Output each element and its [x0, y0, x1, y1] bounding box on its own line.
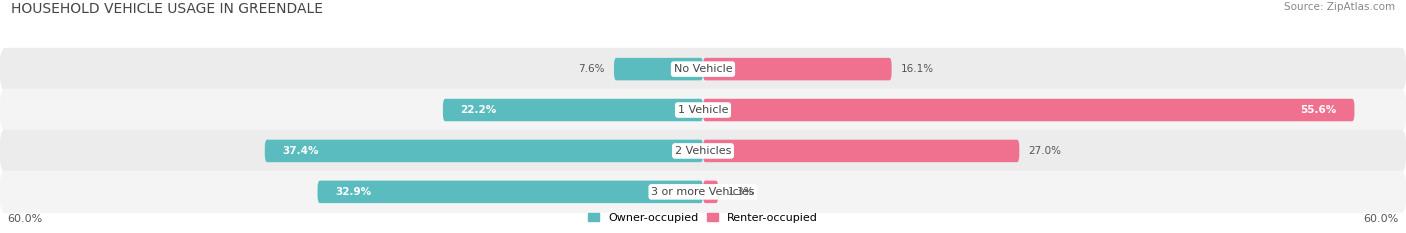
FancyBboxPatch shape	[0, 48, 1406, 90]
FancyBboxPatch shape	[443, 99, 703, 121]
FancyBboxPatch shape	[0, 130, 1406, 172]
Text: Source: ZipAtlas.com: Source: ZipAtlas.com	[1284, 2, 1395, 12]
Text: 16.1%: 16.1%	[901, 64, 934, 74]
Text: 55.6%: 55.6%	[1301, 105, 1337, 115]
Text: HOUSEHOLD VEHICLE USAGE IN GREENDALE: HOUSEHOLD VEHICLE USAGE IN GREENDALE	[11, 2, 323, 16]
FancyBboxPatch shape	[264, 140, 703, 162]
FancyBboxPatch shape	[318, 181, 703, 203]
FancyBboxPatch shape	[703, 181, 718, 203]
FancyBboxPatch shape	[703, 140, 1019, 162]
Text: 3 or more Vehicles: 3 or more Vehicles	[651, 187, 755, 197]
Text: No Vehicle: No Vehicle	[673, 64, 733, 74]
Text: 7.6%: 7.6%	[578, 64, 605, 74]
Text: 60.0%: 60.0%	[1364, 214, 1399, 224]
FancyBboxPatch shape	[703, 99, 1354, 121]
Text: 1.3%: 1.3%	[728, 187, 754, 197]
FancyBboxPatch shape	[614, 58, 703, 80]
Text: 1 Vehicle: 1 Vehicle	[678, 105, 728, 115]
Text: 32.9%: 32.9%	[335, 187, 371, 197]
FancyBboxPatch shape	[703, 58, 891, 80]
Text: 27.0%: 27.0%	[1029, 146, 1062, 156]
FancyBboxPatch shape	[0, 171, 1406, 213]
Text: 37.4%: 37.4%	[283, 146, 319, 156]
Legend: Owner-occupied, Renter-occupied: Owner-occupied, Renter-occupied	[583, 209, 823, 227]
Text: 60.0%: 60.0%	[7, 214, 42, 224]
Text: 2 Vehicles: 2 Vehicles	[675, 146, 731, 156]
FancyBboxPatch shape	[0, 89, 1406, 131]
Text: 22.2%: 22.2%	[461, 105, 496, 115]
